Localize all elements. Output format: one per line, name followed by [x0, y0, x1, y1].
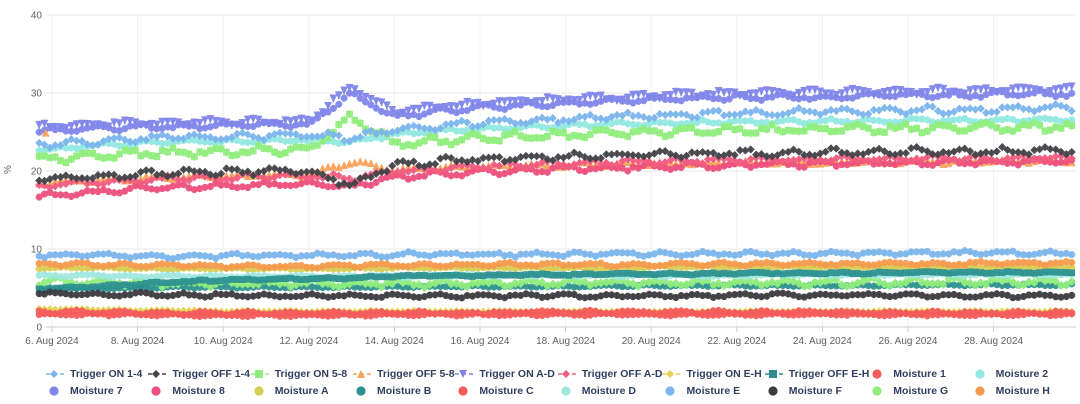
legend-item-label: Moisture 2 [995, 368, 1049, 380]
legend-item-label: Moisture A [274, 385, 329, 397]
legend-item-moisture-1[interactable]: Moisture 1 [869, 366, 971, 382]
y-axis-labels: 0 10 20 30 40 [31, 11, 43, 334]
svg-text:30: 30 [31, 89, 43, 100]
moisture-1-legend-marker-icon [872, 369, 882, 379]
series-trigger-off-e-h [35, 268, 1076, 294]
moisture-8-legend-marker-icon [151, 386, 161, 396]
trigger-on-e-h-legend-marker-icon [662, 370, 681, 378]
legend-item-moisture-b[interactable]: Moisture B [353, 383, 455, 399]
legend-item-label: Moisture F [788, 385, 842, 397]
svg-text:20. Aug 2024: 20. Aug 2024 [622, 336, 681, 347]
legend-item-label: Trigger OFF E-H [788, 368, 870, 380]
trigger-off-5-8-legend-marker-icon [353, 370, 372, 378]
legend-item-moisture-d[interactable]: Moisture D [558, 383, 663, 399]
svg-text:20: 20 [31, 167, 43, 178]
svg-text:22. Aug 2024: 22. Aug 2024 [707, 336, 766, 347]
legend-item-trigger-on-e-h[interactable]: Trigger ON E-H [662, 366, 764, 382]
svg-text:12. Aug 2024: 12. Aug 2024 [279, 336, 338, 347]
legend-item-trigger-off-1-4[interactable]: Trigger OFF 1-4 [148, 366, 250, 382]
moisture-g-legend-marker-icon [872, 386, 882, 396]
y-axis-title: % [2, 165, 14, 174]
legend-item-label: Trigger OFF A-D [581, 368, 663, 380]
moisture-b-legend-marker-icon [356, 386, 366, 396]
moisture-f-legend-marker-icon [768, 386, 778, 396]
svg-text:18. Aug 2024: 18. Aug 2024 [536, 336, 595, 347]
legend-item-trigger-on-5-8[interactable]: Trigger ON 5-8 [250, 366, 353, 382]
legend-item-moisture-7[interactable]: Moisture 7 [46, 383, 148, 399]
legend-item-label: Trigger OFF 5-8 [377, 368, 455, 380]
svg-text:16. Aug 2024: 16. Aug 2024 [451, 336, 510, 347]
legend-item-moisture-8[interactable]: Moisture 8 [148, 383, 250, 399]
series-moisture-e [35, 247, 1076, 263]
legend-item-trigger-off-e-h[interactable]: Trigger OFF E-H [764, 366, 870, 382]
chart-legend: Trigger ON 1-4 Trigger OFF 1-4 Trigger ON … [46, 366, 1074, 399]
legend-item-label: Trigger ON 1-4 [70, 368, 143, 380]
legend-item-moisture-e[interactable]: Moisture E [662, 383, 764, 399]
series-trigger-on-1-4 [35, 100, 1076, 152]
legend-item-label: Moisture 1 [893, 368, 946, 380]
trigger-off-a-d-legend-marker-icon [557, 370, 576, 378]
legend-item-moisture-2[interactable]: Moisture 2 [972, 366, 1074, 382]
moisture-7-legend-marker-icon [49, 386, 59, 396]
legend-item-label: Trigger ON A-D [479, 368, 555, 380]
series-moisture-f [35, 288, 1076, 302]
legend-item-moisture-f[interactable]: Moisture F [765, 383, 870, 399]
legend-item-label: Trigger ON 5-8 [274, 368, 348, 380]
trigger-off-1-4-legend-marker-icon [148, 370, 167, 378]
moisture-a-legend-marker-icon [254, 386, 264, 396]
svg-text:10. Aug 2024: 10. Aug 2024 [194, 336, 253, 347]
svg-text:40: 40 [31, 11, 43, 22]
legend-item-label: Moisture E [686, 385, 741, 397]
trigger-on-a-d-legend-marker-icon [455, 370, 474, 378]
legend-item-moisture-a[interactable]: Moisture A [251, 383, 353, 399]
series-trigger-off-1-4 [35, 142, 1076, 190]
moisture-h-legend-marker-icon [975, 386, 985, 396]
x-axis-labels: 6. Aug 2024 8. Aug 2024 10. Aug 2024 12. Au… [25, 327, 1024, 347]
moisture-c-legend-marker-icon [458, 386, 468, 396]
trigger-on-5-8-legend-marker-icon [250, 370, 269, 378]
moisture-2-legend-marker-icon [975, 369, 985, 379]
moisture-d-legend-marker-icon [561, 386, 571, 396]
legend-item-moisture-c[interactable]: Moisture C [455, 383, 557, 399]
legend-item-label: Moisture 7 [70, 385, 123, 397]
legend-item-trigger-off-a-d[interactable]: Trigger OFF A-D [557, 366, 663, 382]
legend-item-trigger-off-5-8[interactable]: Trigger OFF 5-8 [353, 366, 455, 382]
legend-item-moisture-h[interactable]: Moisture H [972, 383, 1074, 399]
series-moisture-h [35, 258, 1076, 272]
legend-item-trigger-on-a-d[interactable]: Trigger ON A-D [455, 366, 557, 382]
trigger-off-e-h-legend-marker-icon [764, 370, 783, 378]
legend-item-label: Moisture H [995, 385, 1050, 397]
svg-text:10: 10 [31, 245, 43, 256]
legend-item-label: Moisture C [479, 385, 534, 397]
legend-item-moisture-g[interactable]: Moisture G [869, 383, 971, 399]
legend-item-label: Moisture D [581, 385, 636, 397]
chart-plot-area[interactable]: 0 10 20 30 40 6. Aug 2024 8. Aug 2024 10. Aug 2… [0, 0, 1080, 360]
moisture-e-legend-marker-icon [665, 386, 676, 396]
legend-item-label: Trigger OFF 1-4 [172, 368, 250, 380]
svg-text:6. Aug 2024: 6. Aug 2024 [25, 336, 79, 347]
legend-item-label: Moisture 8 [172, 385, 225, 397]
svg-text:28. Aug 2024: 28. Aug 2024 [964, 336, 1023, 347]
svg-text:26. Aug 2024: 26. Aug 2024 [879, 336, 938, 347]
trigger-on-1-4-legend-marker-icon [46, 370, 64, 378]
series-moisture-1 [35, 306, 1076, 319]
svg-text:24. Aug 2024: 24. Aug 2024 [793, 336, 852, 347]
legend-item-trigger-on-1-4[interactable]: Trigger ON 1-4 [46, 366, 148, 382]
svg-text:14. Aug 2024: 14. Aug 2024 [365, 336, 424, 347]
legend-item-label: Moisture B [377, 385, 432, 397]
svg-text:0: 0 [36, 323, 42, 334]
legend-item-label: Moisture G [893, 385, 949, 397]
series-trigger-on-a-d [35, 82, 1076, 132]
legend-item-label: Trigger ON E-H [686, 368, 762, 380]
svg-text:8. Aug 2024: 8. Aug 2024 [111, 336, 165, 347]
